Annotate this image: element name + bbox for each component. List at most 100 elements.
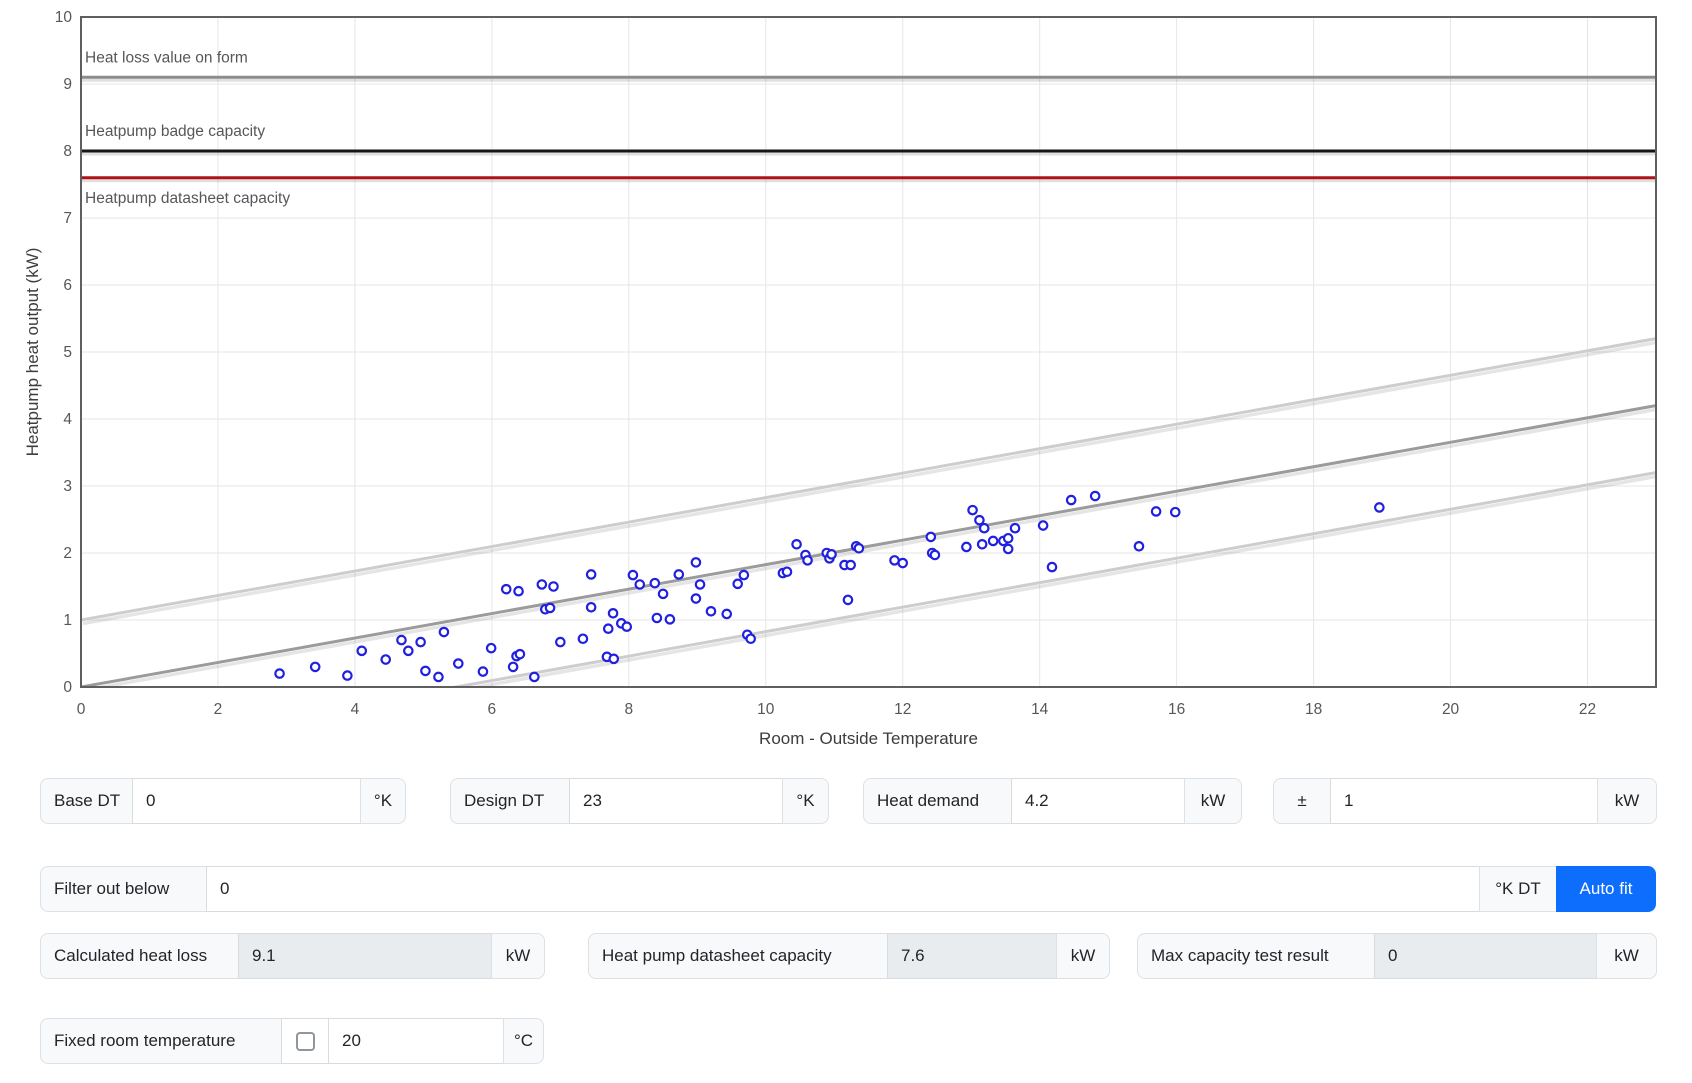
max-capacity-label: Max capacity test result — [1137, 933, 1375, 979]
scatter-point[interactable] — [845, 559, 856, 571]
scatter-point[interactable] — [974, 514, 985, 526]
x-tick-label: 6 — [488, 701, 497, 718]
x-tick-label: 18 — [1305, 701, 1322, 718]
scatter-point[interactable] — [961, 541, 972, 553]
scatter-point[interactable] — [453, 658, 464, 669]
fixed-room-temp-unit: °C — [503, 1018, 544, 1064]
scatter-point[interactable] — [1089, 490, 1101, 502]
y-tick-label: 5 — [63, 344, 72, 361]
scatter-point[interactable] — [555, 636, 566, 648]
calculated-heat-loss-label: Calculated heat loss — [40, 933, 239, 979]
heatpump-output-chart[interactable]: Heat loss value on form Heatpump badge ca… — [0, 0, 1692, 775]
scatter-point[interactable] — [690, 593, 702, 604]
scatter-point[interactable] — [513, 585, 524, 597]
scatter-point[interactable] — [380, 654, 392, 665]
scatter-point[interactable] — [651, 612, 663, 624]
scatter-point[interactable] — [791, 538, 802, 550]
scatter-point[interactable] — [842, 594, 854, 606]
scatter-point[interactable] — [967, 504, 978, 516]
scatter-point[interactable] — [607, 607, 619, 619]
scatter-point[interactable] — [507, 661, 519, 673]
scatter-point[interactable] — [585, 569, 597, 580]
scatter-point[interactable] — [657, 588, 669, 600]
y-tick-label: 0 — [63, 679, 72, 696]
filter-input[interactable] — [206, 866, 1480, 912]
heat-demand-input[interactable] — [1011, 778, 1185, 824]
scatter-point[interactable] — [826, 549, 837, 560]
scatter-point[interactable] — [438, 626, 450, 638]
scatter-point[interactable] — [602, 623, 614, 635]
design-dt-unit: °K — [782, 778, 829, 824]
datasheet-capacity-group: Heat pump datasheet capacity kW — [588, 933, 1110, 979]
calculated-heat-loss-value — [238, 933, 492, 979]
scatter-point[interactable] — [802, 555, 813, 566]
scatter-point[interactable] — [1009, 522, 1021, 534]
design-dt-input[interactable] — [569, 778, 783, 824]
scatter-point[interactable] — [781, 566, 793, 578]
scatter-point[interactable] — [745, 633, 757, 645]
fixed-room-temp-checkbox[interactable] — [295, 1031, 315, 1051]
scatter-point[interactable] — [415, 636, 426, 648]
scatter-point[interactable] — [978, 522, 990, 534]
scatter-point[interactable] — [1133, 540, 1145, 552]
scatter-point[interactable] — [738, 569, 750, 581]
base-dt-input[interactable] — [132, 778, 361, 824]
scatter-point[interactable] — [705, 605, 717, 617]
scatter-point[interactable] — [396, 634, 407, 646]
scatter-point[interactable] — [1046, 561, 1058, 573]
scatter-point[interactable] — [649, 577, 661, 589]
auto-fit-button[interactable]: Auto fit — [1556, 866, 1656, 912]
scatter-point[interactable] — [1374, 502, 1385, 513]
scatter-point[interactable] — [634, 579, 646, 590]
scatter-point[interactable] — [987, 535, 999, 547]
scatter-point[interactable] — [420, 665, 431, 677]
heat-demand-group: Heat demand kW — [863, 778, 1242, 824]
y-tick-label: 9 — [63, 76, 72, 93]
datasheet-capacity-unit: kW — [1056, 933, 1110, 979]
scatter-point[interactable] — [548, 581, 559, 592]
scatter-point[interactable] — [976, 538, 988, 550]
scatter-point[interactable] — [403, 645, 414, 657]
scatter-point[interactable] — [690, 557, 702, 568]
x-tick-label: 2 — [214, 701, 223, 718]
scatter-point[interactable] — [925, 531, 937, 543]
scatter-point[interactable] — [673, 569, 685, 580]
scatter-point[interactable] — [1065, 494, 1077, 506]
scatter-point[interactable] — [1169, 506, 1181, 518]
x-tick-label: 20 — [1442, 701, 1460, 718]
scatter-point[interactable] — [500, 583, 512, 595]
y-tick-label: 8 — [63, 143, 72, 160]
scatter-point[interactable] — [1002, 543, 1014, 555]
scatter-point[interactable] — [1037, 520, 1049, 531]
scatter-point[interactable] — [627, 569, 639, 581]
scatter-point[interactable] — [608, 653, 620, 665]
max-capacity-unit: kW — [1596, 933, 1657, 979]
scatter-point[interactable] — [732, 578, 744, 590]
scatter-point[interactable] — [485, 642, 497, 654]
scatter-point[interactable] — [577, 633, 589, 645]
scatter-point[interactable] — [694, 579, 706, 590]
scatter-point[interactable] — [897, 557, 909, 569]
scatter-point[interactable] — [433, 671, 444, 683]
scatter-point[interactable] — [514, 648, 526, 660]
scatter-point[interactable] — [309, 661, 321, 673]
scatter-point[interactable] — [853, 543, 865, 554]
scatter-point[interactable] — [356, 645, 368, 657]
tolerance-input[interactable] — [1330, 778, 1598, 824]
scatter-point[interactable] — [621, 621, 633, 632]
fixed-room-temp-input[interactable] — [328, 1018, 504, 1064]
scatter-point[interactable] — [544, 602, 556, 614]
scatter-point[interactable] — [929, 549, 941, 561]
fit-line-lower — [447, 471, 1656, 687]
scatter-point[interactable] — [342, 670, 353, 681]
scatter-point[interactable] — [664, 614, 676, 625]
scatter-point[interactable] — [585, 601, 597, 613]
scatter-point[interactable] — [721, 608, 733, 620]
scatter-point[interactable] — [536, 579, 548, 590]
scatter-point[interactable] — [274, 668, 285, 679]
scatter-point[interactable] — [529, 671, 540, 683]
scatter-point[interactable] — [477, 666, 489, 677]
scatter-point[interactable] — [1002, 532, 1014, 544]
scatter-point[interactable] — [1150, 506, 1162, 517]
x-tick-label: 8 — [625, 701, 634, 718]
